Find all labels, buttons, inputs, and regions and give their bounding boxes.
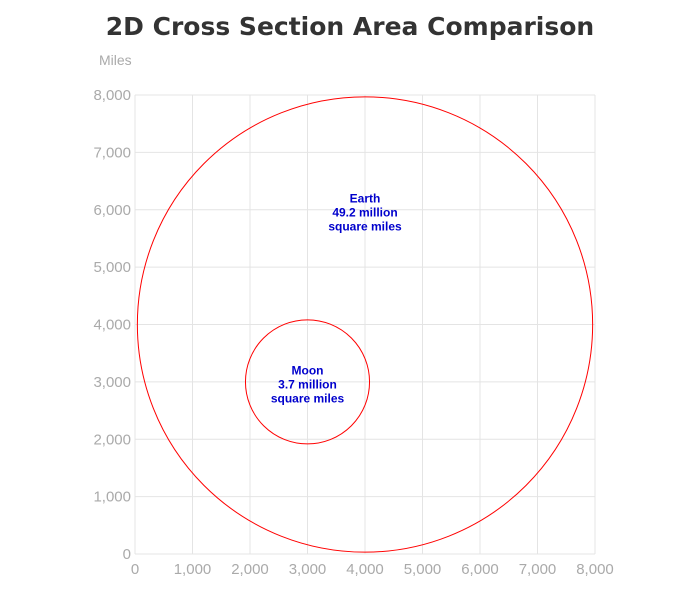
y-tick-label: 3,000 — [93, 374, 131, 391]
y-tick-label: 4,000 — [93, 317, 131, 334]
moon-label: 3.7 million — [278, 378, 337, 392]
y-tick-label: 0 — [123, 546, 131, 563]
y-tick-label: 7,000 — [93, 144, 131, 161]
moon-label: Moon — [292, 364, 324, 378]
x-tick-label: 3,000 — [289, 561, 327, 578]
earth-label: Earth — [350, 192, 381, 206]
x-tick-label: 4,000 — [346, 561, 384, 578]
x-tick-label: 1,000 — [174, 561, 212, 578]
x-tick-label: 0 — [131, 561, 139, 578]
x-tick-label: 6,000 — [461, 561, 499, 578]
y-tick-label: 5,000 — [93, 259, 131, 276]
y-tick-label: 6,000 — [93, 202, 131, 219]
earth-label: 49.2 million — [332, 206, 397, 220]
y-tick-label: 8,000 — [93, 87, 131, 104]
y-axis-label: Miles — [99, 52, 132, 68]
x-tick-label: 5,000 — [404, 561, 442, 578]
chart-title: 2D Cross Section Area Comparison — [105, 12, 595, 41]
x-tick-label: 8,000 — [576, 561, 614, 578]
x-tick-label: 2,000 — [231, 561, 269, 578]
earth-circle — [136, 96, 594, 553]
y-tick-label: 1,000 — [93, 489, 131, 506]
x-tick-label: 7,000 — [519, 561, 557, 578]
moon-circle — [244, 319, 371, 445]
y-tick-label: 2,000 — [93, 431, 131, 448]
earth-label: square miles — [328, 220, 402, 234]
moon-label: square miles — [271, 392, 345, 406]
